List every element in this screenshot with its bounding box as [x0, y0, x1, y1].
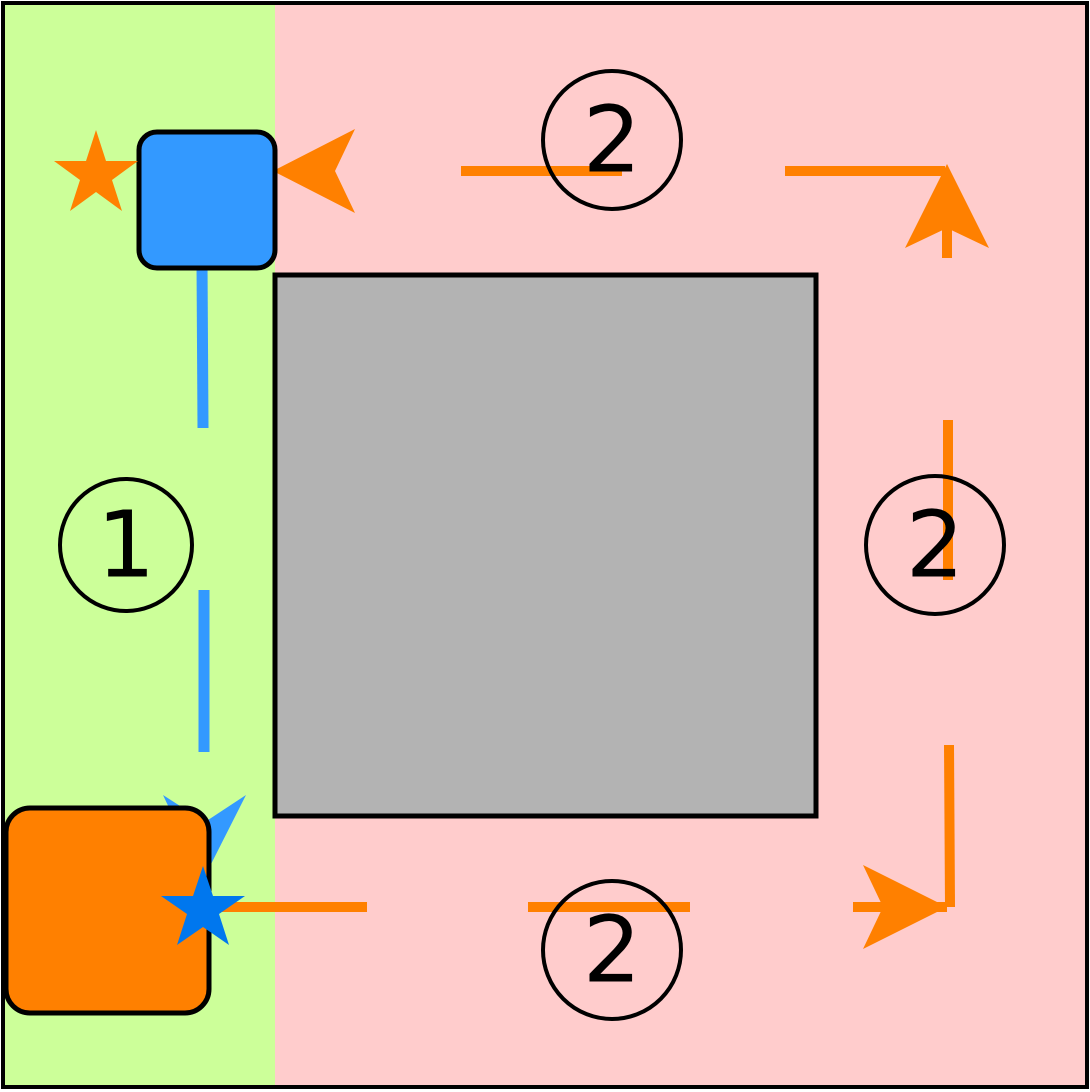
center-obstacle: [272, 272, 819, 819]
step2-bottom-circle: [541, 879, 683, 1021]
orange-star: [54, 130, 138, 211]
orange-arrowhead-bottom: [863, 865, 947, 949]
step2-top-circle: [541, 69, 683, 211]
step1-label: 1: [97, 492, 156, 599]
orange-arrowhead-right: [905, 164, 989, 248]
blue-path-seg-1: [196, 261, 209, 429]
step2-right-label: 2: [906, 492, 965, 599]
step2-bottom-label: 2: [583, 897, 642, 1004]
orange-right-seg-1: [944, 744, 955, 908]
step1-circle: [58, 477, 194, 613]
orange-square: [3, 805, 212, 1016]
blue-path: [196, 261, 210, 752]
blue-star: [161, 866, 245, 945]
blue-square: [136, 129, 278, 271]
step2-top-label: 2: [583, 87, 642, 194]
orange-arrowhead-top: [273, 129, 355, 213]
step2-right-circle: [864, 474, 1006, 616]
